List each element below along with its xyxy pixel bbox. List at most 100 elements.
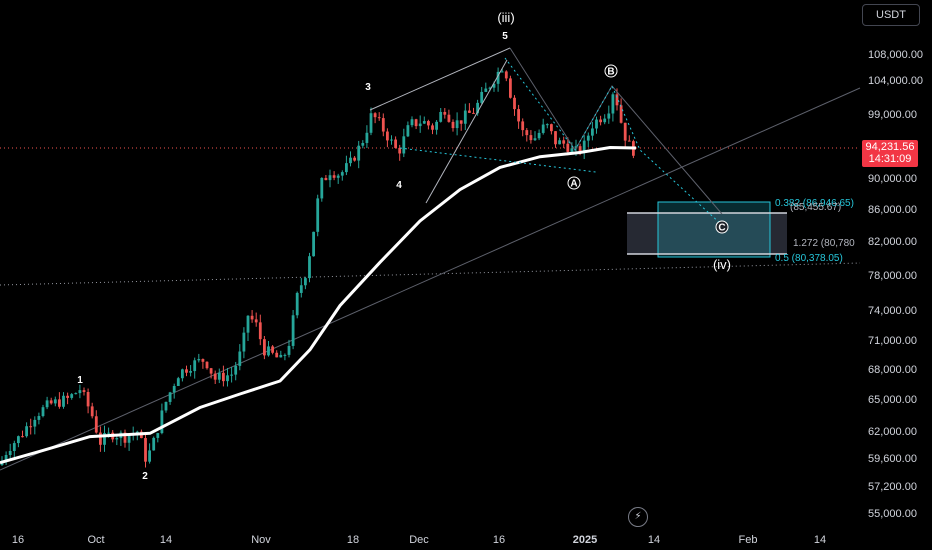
candle-down [468,110,471,113]
wave-a-label: A [570,179,577,190]
candle-up [537,132,541,139]
candle-down [513,97,516,110]
candle-up [308,256,311,279]
candle-up [439,111,443,122]
candle-up [488,87,492,89]
candle-up [422,121,426,124]
candle-down [427,121,430,126]
candle-down [472,112,475,114]
candle-down [562,140,566,144]
candle-up [361,142,365,146]
candle-down [324,177,328,181]
candle-up [455,120,459,129]
target-zone-fib [657,201,771,258]
price-tick-label: 71,000.00 [868,335,917,347]
candle-up [476,102,479,114]
candle-up [345,163,348,173]
fib-1272-label: 1.272 (80,780 [793,238,855,249]
price-tick-label: 86,000.00 [868,204,917,216]
candle-up [611,94,615,114]
abc-projection [509,47,723,215]
candle-down [386,131,389,141]
candle-down [86,391,90,407]
time-tick-label: 14 [814,534,826,546]
candle-up [103,433,106,445]
price-tick-label: 90,000.00 [868,173,917,185]
candle-up [164,401,168,411]
candle-down [271,346,274,353]
candle-up [591,128,594,136]
candle-up [62,395,65,407]
candle-down [431,125,434,130]
candle-down [90,406,94,417]
abc-dotted [504,57,723,226]
candle-up [595,119,598,129]
candle-up [70,394,74,398]
price-tick-label: 62,000.00 [868,426,917,438]
wave-b-circle [604,64,618,78]
candle-up [484,88,488,92]
candle-up [295,292,299,316]
candle-up [299,285,303,293]
lightning-icon[interactable]: ⚡ [628,507,648,527]
candle-down [205,361,209,369]
candle-up [45,400,49,408]
candle-down [332,175,336,178]
candle-up [291,315,295,346]
candle-up [279,354,283,358]
candle-down [554,131,557,145]
price-tick-label: 59,600.00 [868,453,917,465]
candle-down [504,71,508,79]
candle-up [189,371,192,373]
candle-down [123,432,127,443]
wave3-5-line [369,47,511,111]
time-tick-label: 18 [347,534,359,546]
time-tick-label: Oct [87,534,104,546]
price-tick-label: 104,000.00 [868,75,923,87]
candle-down [29,426,33,428]
candle-up [25,426,28,437]
time-axis[interactable]: 16 Oct 14 Nov 18 Dec 16 2025 14 Feb 14 [12,534,826,546]
candle-up [234,365,238,375]
candle-up [463,110,467,124]
candle-down [49,400,53,404]
time-tick-label: 2025 [573,534,597,546]
candle-up [607,113,611,119]
wave1-label: 1 [77,375,83,386]
price-tick-label: 57,200.00 [868,481,917,493]
price-tick-label: 108,000.00 [868,49,923,61]
candle-up [160,410,164,434]
moving-average-line [0,145,637,465]
candle-up [496,71,500,84]
candle-down [529,135,533,141]
candle-down [275,352,279,358]
candle-up [582,140,586,153]
candle-up [558,140,561,145]
candle-up [492,83,496,88]
candle-up [226,375,229,382]
wave-a-circle [567,176,581,190]
candle-up [267,346,270,356]
candle-down [566,143,570,152]
time-tick-label: Nov [251,534,271,546]
candle-down [619,105,623,123]
price-axis[interactable]: 108,000.00 104,000.00 99,000.00 90,000.00 86… [868,49,923,520]
last-price-tag: 94,231.56 14:31:09 [862,140,918,167]
candle-up [217,372,221,380]
wave3-label: 3 [365,82,371,93]
wave-c-circle [715,220,729,234]
candle-up [197,359,201,361]
candle-down [254,319,258,323]
target-zone-gray [627,213,787,254]
currency-unit-button[interactable]: USDT [862,4,920,26]
candle-up [328,175,332,181]
fib-618-label: (85,455.67) [790,202,841,213]
candle-down [144,438,147,462]
candle-up [246,315,250,333]
candle-up [230,374,233,376]
candle-up [107,432,110,434]
candle-down [521,121,525,131]
last-price-value: 94,231.56 [865,141,915,153]
candle-down [398,147,402,154]
